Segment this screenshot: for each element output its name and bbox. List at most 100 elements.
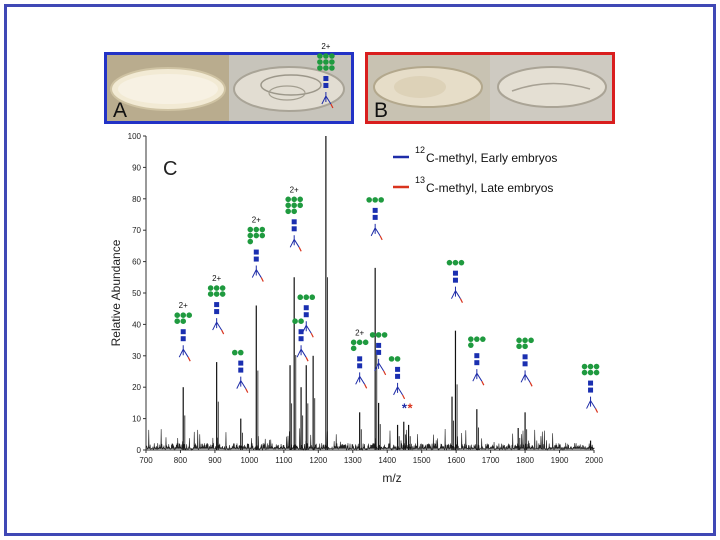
glcnac-icon xyxy=(253,256,259,262)
mannose-icon xyxy=(323,59,329,65)
x-tick-label: 1300 xyxy=(344,456,362,465)
mannose-icon xyxy=(259,226,266,233)
methyl-tail-icon xyxy=(305,356,309,362)
mannose-icon xyxy=(375,332,382,338)
legend-label: C-methyl, Early embryos xyxy=(426,151,557,165)
y-tick-label: 20 xyxy=(132,383,141,392)
glycan-structure-icon xyxy=(388,356,406,400)
charge-state-label: 2+ xyxy=(179,301,188,310)
mannose-icon xyxy=(253,226,260,233)
early-embryo-photo-1 xyxy=(107,55,229,121)
reducing-end-icon xyxy=(586,396,596,409)
mannose-icon xyxy=(522,337,528,344)
methyl-tail-icon xyxy=(330,103,334,109)
glycan-structure-icon xyxy=(468,336,486,386)
glcnac-icon xyxy=(522,361,528,367)
mannose-icon xyxy=(350,345,357,352)
mannose-icon xyxy=(458,259,465,266)
mannose-icon xyxy=(323,53,329,59)
mannose-icon xyxy=(468,336,474,342)
y-tick-label: 60 xyxy=(132,258,141,267)
x-tick-label: 1500 xyxy=(413,456,431,465)
mannose-icon xyxy=(247,238,254,245)
asterisk-label: * xyxy=(402,400,408,415)
methyl-tail-icon xyxy=(529,382,533,387)
mannose-icon xyxy=(247,226,254,233)
reducing-end-icon xyxy=(370,223,381,237)
x-axis-title: m/z xyxy=(382,471,401,485)
mannose-icon xyxy=(329,53,335,59)
mannose-icon xyxy=(323,65,329,71)
x-tick-label: 1200 xyxy=(309,456,327,465)
glcnac-icon xyxy=(452,277,458,283)
panel-b-late-embryo-images: B xyxy=(365,52,615,124)
methyl-tail-icon xyxy=(260,277,264,282)
mannose-icon xyxy=(292,318,298,325)
mannose-icon xyxy=(381,332,388,338)
mannose-icon xyxy=(593,369,600,376)
mannose-icon xyxy=(174,318,181,325)
mannose-icon xyxy=(516,343,522,350)
methyl-tail-icon xyxy=(298,247,302,252)
y-tick-label: 50 xyxy=(132,289,141,298)
y-tick-label: 10 xyxy=(132,415,141,424)
glcnac-icon xyxy=(214,302,220,308)
mannose-icon xyxy=(468,342,474,348)
reducing-end-icon xyxy=(212,318,223,331)
legend-label: C-methyl, Late embryos xyxy=(426,181,553,195)
mannose-icon xyxy=(174,312,181,319)
glcnac-icon xyxy=(291,226,297,232)
x-tick-label: 1400 xyxy=(378,456,396,465)
methyl-tail-icon xyxy=(221,329,225,335)
mannose-icon xyxy=(388,356,395,362)
panel-c-label: C xyxy=(163,158,177,180)
glycan-structure-icon: 2+ xyxy=(207,274,226,335)
mannose-icon xyxy=(378,197,384,203)
mannose-icon xyxy=(452,259,459,266)
y-tick-label: 100 xyxy=(128,132,142,141)
methyl-tail-icon xyxy=(383,370,387,376)
y-axis-title: Relative Abundance xyxy=(109,239,123,346)
mannose-icon xyxy=(528,337,534,344)
charge-state-label: 2+ xyxy=(321,42,330,51)
glcnac-icon xyxy=(323,76,329,81)
mannose-icon xyxy=(219,291,226,297)
y-tick-label: 0 xyxy=(137,446,142,455)
glcnac-icon xyxy=(253,249,259,255)
glycan-structure-icon: 2+ xyxy=(247,216,266,282)
reducing-end-icon xyxy=(236,376,247,389)
mannose-icon xyxy=(309,294,316,301)
mannose-icon xyxy=(207,285,214,291)
mannose-icon xyxy=(362,339,369,346)
y-tick-label: 70 xyxy=(132,226,141,235)
mannose-icon xyxy=(317,65,323,71)
methyl-tail-icon xyxy=(245,388,249,393)
mannose-icon xyxy=(285,208,291,215)
mannose-icon xyxy=(369,332,376,338)
glcnac-icon xyxy=(395,366,401,372)
asterisk-label: * xyxy=(407,400,413,415)
mannose-icon xyxy=(474,336,480,342)
glycan-structure-icon xyxy=(581,363,600,413)
glcnac-icon xyxy=(372,214,378,220)
mannose-icon xyxy=(291,202,297,209)
mannose-icon xyxy=(180,312,187,319)
mannose-icon xyxy=(285,202,291,209)
mannose-icon xyxy=(593,363,600,370)
mannose-icon xyxy=(231,349,238,356)
methyl-tail-icon xyxy=(187,356,191,362)
charge-state-label: 2+ xyxy=(212,274,221,283)
mannose-icon xyxy=(237,349,244,356)
glycan-structure-icon xyxy=(369,332,388,376)
mannose-icon xyxy=(291,208,297,215)
glycan-structure-icon: 2+ xyxy=(174,301,193,362)
methyl-tail-icon xyxy=(595,408,599,413)
mannose-icon xyxy=(259,232,266,239)
glycan-structure-icon xyxy=(292,318,309,362)
late-embryo-photo-2 xyxy=(490,55,612,121)
mannose-icon xyxy=(446,259,453,266)
y-tick-label: 80 xyxy=(132,195,141,204)
glcnac-icon xyxy=(180,336,186,342)
spectrum-traces xyxy=(145,136,595,452)
methyl-tail-icon xyxy=(310,332,314,338)
